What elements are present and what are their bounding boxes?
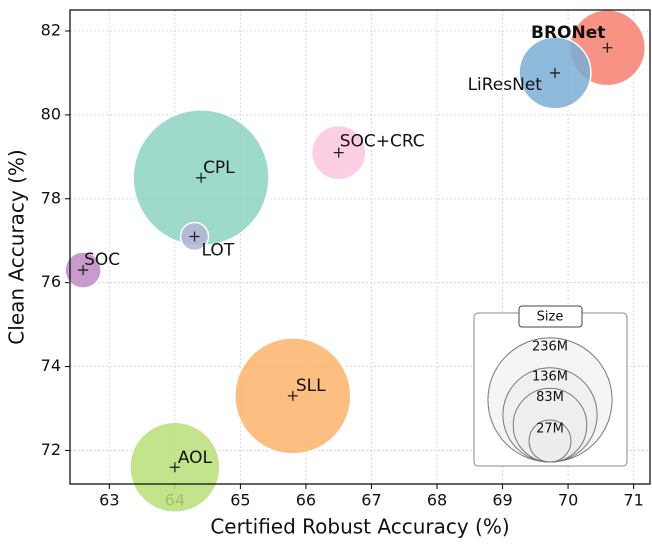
legend-label: 83M: [536, 390, 564, 405]
bubble-label: LOT: [202, 241, 235, 261]
point-marker: [602, 42, 613, 53]
point-marker: [196, 172, 207, 183]
point-marker: [169, 462, 180, 473]
bubble-label: SOC: [84, 250, 120, 270]
plot-frame: [69, 9, 651, 485]
point-marker: [549, 67, 560, 78]
x-tick-label: 66: [296, 491, 316, 510]
x-tick-label: 65: [230, 491, 250, 510]
y-tick-label: 74: [41, 356, 61, 375]
x-axis-title: Certified Robust Accuracy (%): [210, 515, 509, 539]
x-tick-label: 69: [492, 491, 512, 510]
bubble-label: BRONet: [531, 23, 605, 43]
x-tick-label: 68: [427, 491, 447, 510]
y-tick-label: 72: [41, 440, 61, 459]
y-tick-label: 80: [41, 104, 61, 123]
y-axis-title: Clean Accuracy (%): [5, 149, 29, 344]
bubble-label: AOL: [178, 448, 213, 468]
bubble-label: LiResNet: [468, 75, 543, 95]
x-tick-label: 71: [623, 491, 643, 510]
legend-label: 27M: [536, 422, 564, 437]
legend-title-box: [518, 305, 583, 328]
legend-label: 136M: [532, 369, 568, 384]
bubble-label: SOC+CRC: [340, 132, 425, 152]
point-marker: [333, 147, 344, 158]
y-tick-label: 82: [41, 20, 61, 39]
bubble-label: CPL: [203, 158, 235, 178]
point-marker: [78, 265, 89, 276]
x-tick-label: 63: [99, 491, 119, 510]
bubble-label: SLL: [296, 376, 326, 396]
legend-circle: [528, 419, 572, 463]
legend-label: 236M: [532, 339, 568, 354]
y-tick-label: 76: [41, 272, 61, 291]
point-marker: [189, 231, 200, 242]
legend-title: Size: [537, 310, 564, 325]
point-marker: [287, 390, 298, 401]
y-tick-label: 78: [41, 188, 61, 207]
x-tick-label: 70: [558, 491, 578, 510]
x-tick-label: 67: [361, 491, 381, 510]
